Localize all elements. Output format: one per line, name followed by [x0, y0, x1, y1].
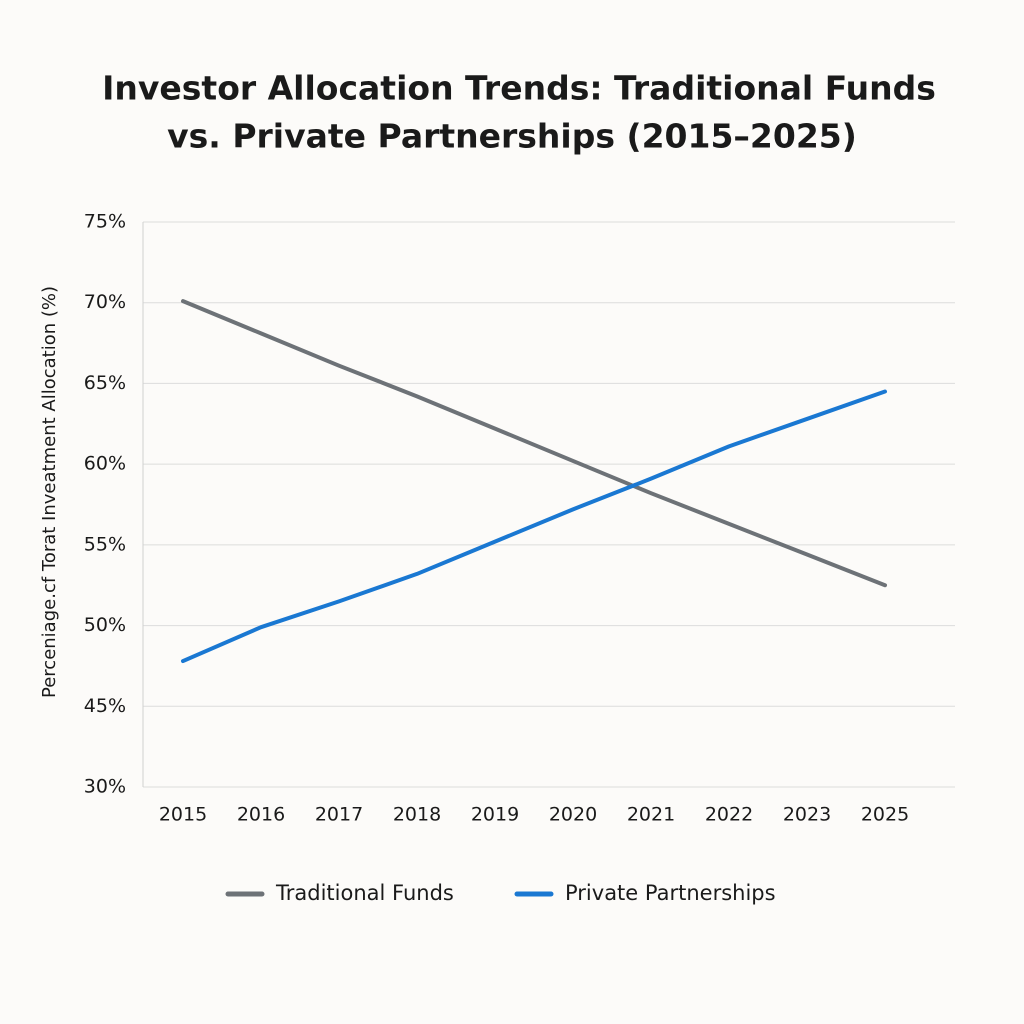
- x-tick-label: 2023: [783, 804, 831, 826]
- y-tick-label: 50%: [84, 614, 126, 636]
- legend-label: Traditional Funds: [275, 881, 454, 905]
- y-tick-label: 55%: [84, 533, 126, 555]
- series-line: [181, 299, 887, 588]
- x-tick-label: 2019: [471, 804, 519, 826]
- y-tick-label: 65%: [84, 372, 126, 394]
- y-tick-label: 70%: [84, 291, 126, 313]
- chart-title: vs. Private Partnerships (2015–2025): [167, 117, 857, 156]
- chart-title: Investor Allocation Trends: Traditional …: [102, 69, 936, 108]
- y-tick-label: 60%: [84, 453, 126, 475]
- y-tick-label: 75%: [84, 211, 126, 233]
- x-tick-label: 2017: [315, 804, 363, 826]
- y-axis-label: Perceniage.cf Torat Inveatment Allocatio…: [39, 286, 60, 698]
- x-tick-label: 2015: [159, 804, 207, 826]
- x-tick-label: 2022: [705, 804, 753, 826]
- legend-label: Private Partnerships: [565, 881, 776, 905]
- x-tick-label: 2020: [549, 804, 597, 826]
- y-tick-label: 30%: [84, 776, 126, 798]
- x-tick-label: 2025: [861, 804, 909, 826]
- y-tick-label: 45%: [84, 695, 126, 717]
- x-tick-label: 2016: [237, 804, 285, 826]
- x-tick-label: 2021: [627, 804, 675, 826]
- x-tick-label: 2018: [393, 804, 441, 826]
- series-line: [181, 389, 887, 664]
